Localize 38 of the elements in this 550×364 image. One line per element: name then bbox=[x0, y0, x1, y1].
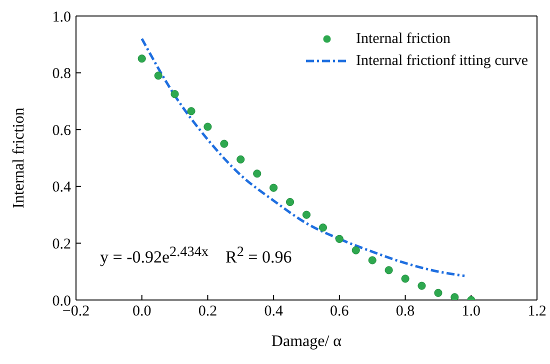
point bbox=[384, 266, 393, 274]
y-tick-label: 0.0 bbox=[52, 293, 71, 310]
point bbox=[220, 140, 228, 148]
point bbox=[418, 282, 426, 290]
y-tick-label: 0.4 bbox=[52, 180, 72, 196]
point bbox=[286, 198, 294, 206]
x-axis-title: Damage/ α bbox=[271, 333, 342, 350]
legend-label: Internal frictionf itting curve bbox=[356, 52, 528, 71]
point bbox=[138, 54, 146, 63]
y-axis-title: Internal friction bbox=[10, 108, 28, 208]
y-tick-label: 0.6 bbox=[52, 122, 72, 139]
y-tick-label: 0.8 bbox=[52, 66, 71, 82]
point bbox=[154, 72, 162, 80]
text: y = -0.92e$^{2.434x}$ R$^{2}$ = 0.96 bbox=[100, 244, 292, 267]
x-tick-label: 0.4 bbox=[264, 304, 284, 320]
point bbox=[170, 90, 179, 98]
legend-label: Internal friction bbox=[356, 30, 451, 49]
point bbox=[302, 210, 311, 219]
point bbox=[204, 122, 212, 131]
point bbox=[368, 256, 376, 264]
point bbox=[352, 246, 360, 254]
point bbox=[335, 234, 344, 243]
point bbox=[450, 293, 459, 300]
point bbox=[187, 107, 196, 116]
point bbox=[401, 274, 410, 283]
point bbox=[253, 170, 262, 178]
y-tick-label: 1.0 bbox=[52, 9, 71, 26]
x-tick-label: 0.8 bbox=[396, 304, 415, 320]
x-tick-label: 0.0 bbox=[132, 304, 152, 320]
point bbox=[270, 184, 278, 192]
x-tick-label: 1.2 bbox=[528, 304, 546, 320]
x-tick-label: 0.2 bbox=[198, 304, 218, 320]
y-tick-label: 0.2 bbox=[52, 236, 71, 253]
point bbox=[318, 224, 328, 232]
x-tick-label: 0.6 bbox=[330, 304, 350, 320]
point bbox=[236, 155, 245, 164]
point bbox=[434, 288, 442, 297]
x-tick-label: 1.0 bbox=[462, 304, 481, 320]
